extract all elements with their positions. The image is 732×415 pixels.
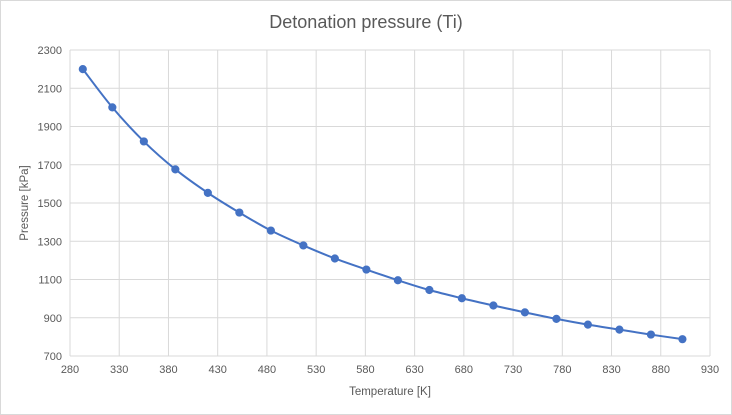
data-point — [299, 241, 308, 250]
x-tick-label: 380 — [159, 364, 177, 376]
data-point — [362, 265, 371, 274]
y-tick-label: 700 — [44, 351, 62, 363]
x-tick-label: 280 — [61, 364, 79, 376]
data-point — [457, 294, 466, 303]
data-point — [583, 320, 593, 329]
x-tick-label: 830 — [602, 364, 620, 376]
y-axis-title: Pressure [kPa] — [19, 165, 31, 240]
data-point — [78, 65, 87, 74]
data-point — [489, 301, 498, 310]
y-tick-label: 2300 — [38, 45, 62, 57]
chart-title: Detonation pressure (Ti) — [269, 12, 463, 32]
y-tick-label: 1300 — [38, 236, 62, 248]
data-point — [552, 314, 561, 323]
data-point — [203, 188, 212, 197]
data-point — [425, 285, 434, 295]
x-tick-label: 780 — [553, 364, 571, 376]
y-tick-label: 1900 — [38, 122, 62, 134]
y-tick-label: 1500 — [38, 198, 62, 210]
data-point — [678, 335, 687, 344]
x-tick-label: 430 — [209, 364, 227, 376]
data-point — [393, 276, 402, 285]
x-tick-label: 630 — [405, 364, 423, 376]
data-point — [266, 226, 275, 235]
data-point — [646, 330, 656, 339]
y-tick-label: 1700 — [38, 160, 62, 172]
data-point — [139, 137, 148, 146]
data-point — [108, 103, 117, 112]
tick-labels: 280 330 380 430 480 530 580 630 680 730 780 830 880 9… — [38, 45, 720, 376]
y-tick-label: 900 — [44, 313, 62, 325]
x-tick-label: 730 — [504, 364, 522, 376]
data-point — [520, 308, 529, 317]
x-tick-label: 880 — [652, 364, 670, 376]
y-tick-label: 1100 — [38, 275, 62, 287]
x-tick-label: 580 — [356, 364, 374, 376]
data-point — [171, 165, 180, 174]
x-axis-title: Temperature [K] — [349, 386, 431, 398]
x-tick-label: 680 — [455, 364, 473, 376]
series-line — [82, 68, 683, 341]
x-tick-label: 480 — [258, 364, 276, 376]
data-point — [330, 254, 339, 263]
data-point — [615, 325, 624, 334]
x-tick-label: 330 — [110, 364, 128, 376]
x-tick-label: 530 — [307, 364, 325, 376]
grid-layer — [69, 49, 711, 357]
series-layer — [78, 65, 687, 344]
x-tick-label: 930 — [701, 364, 719, 376]
y-tick-label: 2100 — [38, 83, 62, 95]
data-point — [235, 208, 244, 217]
